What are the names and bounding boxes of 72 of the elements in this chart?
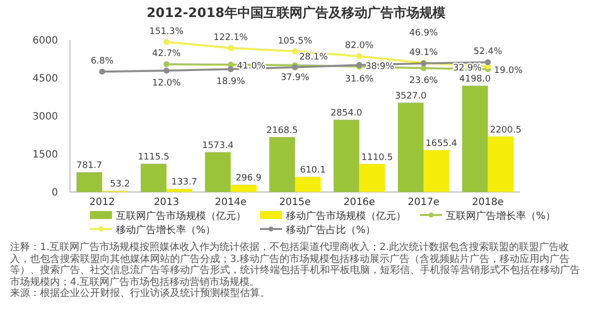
- point: [228, 66, 234, 72]
- y-tick-label: 4500: [32, 74, 58, 84]
- bar: [462, 86, 488, 192]
- point: [356, 53, 362, 60]
- point: [484, 59, 491, 66]
- y-tick-label: 0: [52, 188, 58, 198]
- data-label: 28.1%: [299, 52, 328, 62]
- legend-label: 互联网广告市场规模（亿元）: [116, 210, 246, 222]
- bar: [166, 188, 192, 192]
- data-label: 19.0%: [494, 66, 524, 76]
- x-tick-label: 2012: [89, 197, 115, 208]
- point: [163, 38, 170, 45]
- bar: [140, 164, 166, 192]
- y-tick-label: 3000: [32, 112, 58, 122]
- bar: [205, 152, 231, 192]
- data-label: 1115.5: [138, 152, 170, 163]
- x-tick-label: 2014e: [214, 197, 247, 208]
- data-label: 2854.0: [330, 108, 362, 119]
- data-label: 52.4%: [474, 47, 503, 58]
- data-label: 18.9%: [216, 77, 246, 88]
- bar: [295, 176, 321, 192]
- bar: [269, 137, 295, 192]
- x-tick-label: 2018e: [472, 197, 504, 208]
- data-label: 23.6%: [409, 76, 438, 86]
- data-label: 133.7: [171, 178, 198, 188]
- data-label: 31.6%: [344, 74, 374, 85]
- bar: [334, 120, 360, 192]
- x-tick-label: 2016e: [343, 197, 376, 208]
- data-label: 46.9%: [409, 28, 438, 38]
- data-label: 2200.5: [490, 125, 522, 136]
- data-label: 4198.0: [459, 74, 492, 85]
- data-label: 6.8%: [90, 56, 114, 67]
- text: 注释：1.互联网广告市场规模按照媒体收入作为统计依据，不包括渠道代理商收入；2.此次统计数据包含搜索联盟的联盟广告收入，也包含搜索联盟向其他媒体网站的广告分成；3.移动广告的市场规模包括移动展示广告（含视频贴片广告，移动应用内广告等）、搜索广告、社交信息流广告等移动广告形式，统计终端包括手机和平板电脑，短彩信、手机报等营销形式不包括在移动广告市场规模内；4.互联网广告市场包括移动营销市场规模。: [10, 242, 581, 288]
- x-tick-label: 2017e: [408, 197, 440, 208]
- y-tick-label: 1500: [32, 150, 58, 160]
- legend-label: 移动广告市场规模（亿元）: [286, 210, 406, 222]
- point: [163, 68, 170, 74]
- point: [99, 68, 106, 75]
- data-label: 151.3%: [149, 26, 184, 37]
- bar: [359, 164, 385, 192]
- x-tick-label: 2015e: [279, 197, 311, 208]
- data-label: 37.9%: [280, 73, 310, 84]
- bar: [398, 102, 424, 192]
- point: [228, 44, 234, 51]
- bar: [488, 136, 514, 192]
- source-note: 来源：根据企业公开财报、行业访谈及统计预测模型估算。: [10, 288, 271, 300]
- bar: [76, 172, 102, 192]
- data-label: 296.9: [236, 173, 262, 184]
- x-tick-label: 2013: [154, 197, 180, 208]
- data-label: 1573.4: [202, 141, 234, 152]
- data-label: 82.0%: [344, 41, 374, 52]
- data-label: 610.1: [300, 166, 326, 176]
- bar: [230, 184, 256, 192]
- data-label: 1655.4: [426, 139, 458, 150]
- y-tick-label: 6000: [32, 36, 58, 46]
- data-label: 781.7: [76, 161, 102, 172]
- legend-label: 互联网广告增长率（%）: [446, 210, 556, 222]
- legend-label: 移动广告增长率（%）: [116, 224, 216, 236]
- data-label: 49.1%: [409, 48, 438, 58]
- bar: [424, 150, 450, 192]
- data-label: 42.7%: [152, 49, 182, 60]
- data-label: 3527.0: [394, 92, 427, 102]
- data-label: 105.5%: [278, 36, 313, 46]
- legend-label: 移动广告占比（%）: [286, 224, 376, 236]
- data-label: 122.1%: [214, 32, 248, 43]
- point: [163, 61, 170, 68]
- point: [292, 48, 298, 54]
- data-label: 53.2: [110, 180, 130, 190]
- data-label: 12.0%: [152, 78, 182, 89]
- data-label: 2168.5: [266, 126, 298, 136]
- data-label: 1110.5: [361, 152, 393, 163]
- chart-title: 2012-2018年中国互联网广告及移动广告市场规模: [146, 5, 446, 21]
